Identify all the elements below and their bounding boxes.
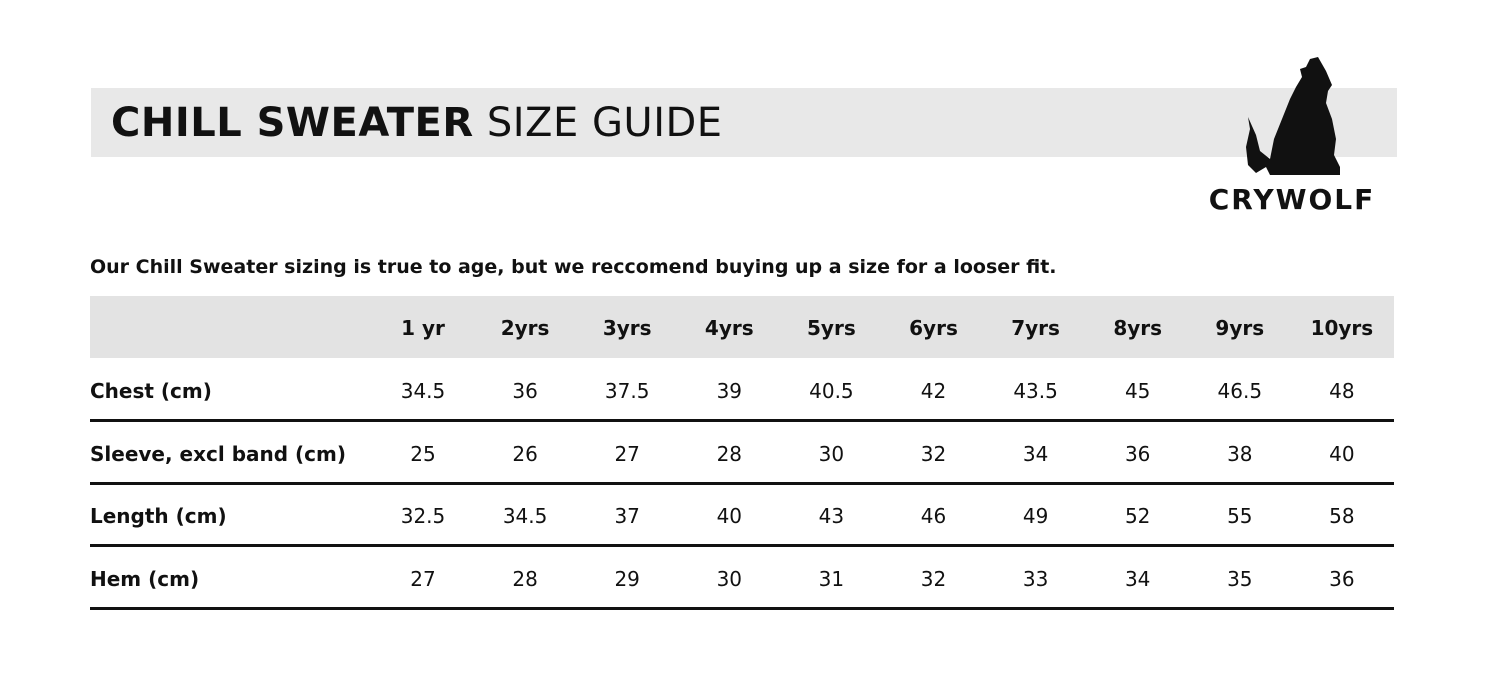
table-cell: 49 — [1022, 504, 1049, 528]
note: Our Chill Sweater sizing is true to age,… — [90, 256, 1057, 278]
table-cell: 45 — [1124, 379, 1151, 403]
row-label: Length (cm) — [90, 504, 227, 528]
title-rest: SIZE GUIDE — [486, 100, 723, 146]
row-label: Sleeve, excl band (cm) — [90, 441, 346, 466]
table-cell: 40.5 — [809, 379, 854, 403]
table-cell: 31 — [818, 566, 845, 591]
table-cell: 27 — [614, 441, 640, 466]
row-divider — [90, 606, 1394, 610]
table-cell: 35 — [1227, 566, 1253, 591]
table-cell: 34 — [1124, 566, 1151, 591]
table-cell: 43.5 — [1013, 379, 1058, 403]
table-cell: 58 — [1329, 504, 1355, 528]
table-cell: 38 — [1227, 441, 1253, 466]
table-cell: 28 — [512, 566, 538, 591]
table-cell: 42 — [920, 379, 947, 403]
table-cell: 34 — [1022, 441, 1049, 466]
column-header: 7yrs — [1011, 316, 1060, 340]
table-cell: 29 — [614, 566, 640, 591]
wolf-logo — [1246, 57, 1340, 175]
table-cell: 34.5 — [400, 379, 446, 403]
title: CHILL SWEATER SIZE GUIDE — [111, 98, 723, 148]
table-cell: 33 — [1022, 566, 1049, 591]
header-bar — [91, 88, 1397, 157]
column-header: 10yrs — [1310, 316, 1374, 340]
row-divider — [90, 419, 1394, 422]
logo-text: CRYWOLF — [1208, 183, 1376, 216]
table-cell: 48 — [1329, 379, 1355, 403]
row-divider — [90, 481, 1394, 485]
table-cell: 32.5 — [400, 504, 446, 528]
table-cell: 55 — [1227, 504, 1253, 528]
table-cell: 36 — [1124, 441, 1151, 466]
table-cell: 37 — [614, 504, 640, 528]
row-divider — [90, 544, 1394, 547]
table-cell: 32 — [920, 566, 947, 591]
table-cell: 34.5 — [502, 504, 548, 528]
column-header: 3yrs — [602, 316, 652, 340]
table-cell: 30 — [818, 441, 845, 466]
column-header: 8yrs — [1113, 316, 1163, 340]
table-cell: 40 — [716, 504, 743, 528]
table-cell: 36 — [1329, 566, 1355, 591]
title-bold: CHILL SWEATER — [111, 100, 474, 146]
table-cell: 32 — [920, 441, 947, 466]
table-header — [90, 296, 1394, 358]
table-cell: 36 — [512, 379, 538, 403]
table-cell: 26 — [512, 441, 538, 466]
table-cell: 40 — [1329, 441, 1355, 466]
table-cell: 46 — [920, 504, 947, 528]
column-header: 1 yr — [401, 316, 445, 340]
row-label: Chest (cm) — [90, 379, 212, 403]
table-cell: 28 — [716, 441, 743, 466]
table-cell: 52 — [1124, 504, 1151, 528]
table-cell: 37.5 — [604, 379, 650, 403]
table-cell: 27 — [410, 566, 436, 591]
table-cell: 43 — [818, 504, 845, 528]
table-cell: 46.5 — [1217, 379, 1263, 403]
table-cell: 39 — [716, 379, 743, 403]
row-label: Hem (cm) — [90, 566, 200, 591]
table-cell: 25 — [410, 441, 436, 466]
column-header: 4yrs — [704, 316, 754, 340]
table-cell: 30 — [716, 566, 743, 591]
column-header: 9yrs — [1215, 316, 1265, 340]
column-header: 6yrs — [909, 316, 958, 340]
column-header: 2yrs — [500, 316, 550, 340]
column-header: 5yrs — [807, 316, 856, 340]
